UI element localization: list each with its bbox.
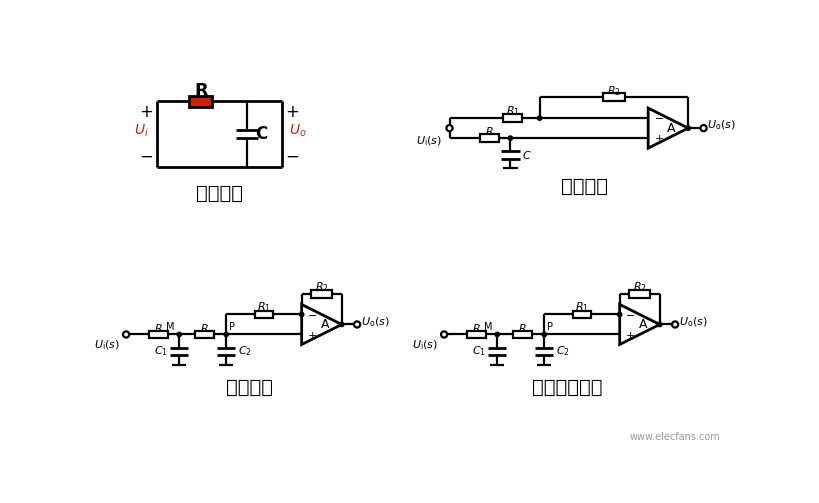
Circle shape [686,126,690,130]
Text: $C_2$: $C_2$ [555,345,569,358]
Text: $U_\mathrm{i}(s)$: $U_\mathrm{i}(s)$ [93,339,120,352]
Text: 实用二阶低通: 实用二阶低通 [532,378,602,397]
Text: $-$: $-$ [624,309,635,319]
Text: $C_2$: $C_2$ [238,345,251,358]
Bar [149,330,167,339]
Bar [255,311,273,318]
Circle shape [446,125,452,131]
Bar [603,94,624,101]
Circle shape [224,332,228,337]
Text: A: A [667,122,675,135]
Circle shape [541,332,545,337]
Text: A: A [320,318,328,331]
Text: $+$: $+$ [624,330,635,341]
Text: $U_\mathrm{o}(s)$: $U_\mathrm{o}(s)$ [360,315,389,329]
Circle shape [699,125,706,131]
Text: $U_o$: $U_o$ [289,123,306,139]
Text: $U_\mathrm{o}(s)$: $U_\mathrm{o}(s)$ [678,315,707,329]
Circle shape [177,332,181,337]
Text: $R_2$: $R_2$ [314,281,328,294]
Text: M: M [483,322,492,332]
Text: $U_\mathrm{o}(s)$: $U_\mathrm{o}(s)$ [707,118,735,132]
Text: $R_1$: $R_1$ [256,301,270,314]
Text: $-$: $-$ [653,112,663,122]
Bar [310,290,332,297]
Text: $R_2$: $R_2$ [632,281,646,294]
Text: 一阶低通: 一阶低通 [560,177,607,196]
Text: 二阶低通: 二阶低通 [225,378,273,397]
Bar [628,290,649,297]
Text: +: + [285,104,299,122]
Text: $C_1$: $C_1$ [153,345,167,358]
Text: $C$: $C$ [521,149,531,161]
Text: $R_2$: $R_2$ [606,85,620,98]
Bar [572,311,590,318]
Circle shape [508,136,512,140]
Text: $R_1$: $R_1$ [574,301,588,314]
Circle shape [354,321,360,327]
Circle shape [536,116,541,120]
Text: $R$: $R$ [154,321,163,333]
Circle shape [339,322,343,326]
Text: $C_1$: $C_1$ [471,345,485,358]
Text: $U_i$: $U_i$ [134,123,149,139]
Circle shape [441,331,446,338]
Text: $R_1$: $R_1$ [505,104,519,118]
Circle shape [617,312,621,316]
Text: $R$: $R$ [472,321,480,333]
Circle shape [123,331,129,338]
Text: R: R [193,82,207,100]
Circle shape [299,312,304,316]
Text: M: M [166,322,174,332]
Text: $+$: $+$ [306,330,317,341]
Polygon shape [619,304,659,345]
Text: $R$: $R$ [200,321,209,333]
Text: $R$: $R$ [485,125,493,137]
Polygon shape [647,108,687,148]
Text: $+$: $+$ [653,133,663,144]
Polygon shape [301,304,342,345]
Circle shape [657,322,661,326]
Text: P: P [229,322,235,332]
Bar [195,330,214,339]
Text: $-$: $-$ [306,309,317,319]
Text: A: A [638,318,646,331]
Text: P: P [546,322,553,332]
Text: +: + [139,104,153,122]
Text: $-$: $-$ [138,146,153,164]
Circle shape [672,321,677,327]
Bar [513,330,532,339]
Bar [189,96,212,107]
Text: www.elecfans.com: www.elecfans.com [629,432,720,442]
Circle shape [495,332,499,337]
Text: 无源低通: 无源低通 [196,184,242,203]
Bar [503,114,521,122]
Bar [467,330,485,339]
Text: $-$: $-$ [285,146,299,164]
Text: $U_\mathrm{i}(s)$: $U_\mathrm{i}(s)$ [411,339,437,352]
Bar [480,134,498,142]
Text: $U_\mathrm{i}(s)$: $U_\mathrm{i}(s)$ [415,134,441,148]
Text: C: C [255,125,267,143]
Text: $R$: $R$ [518,321,527,333]
